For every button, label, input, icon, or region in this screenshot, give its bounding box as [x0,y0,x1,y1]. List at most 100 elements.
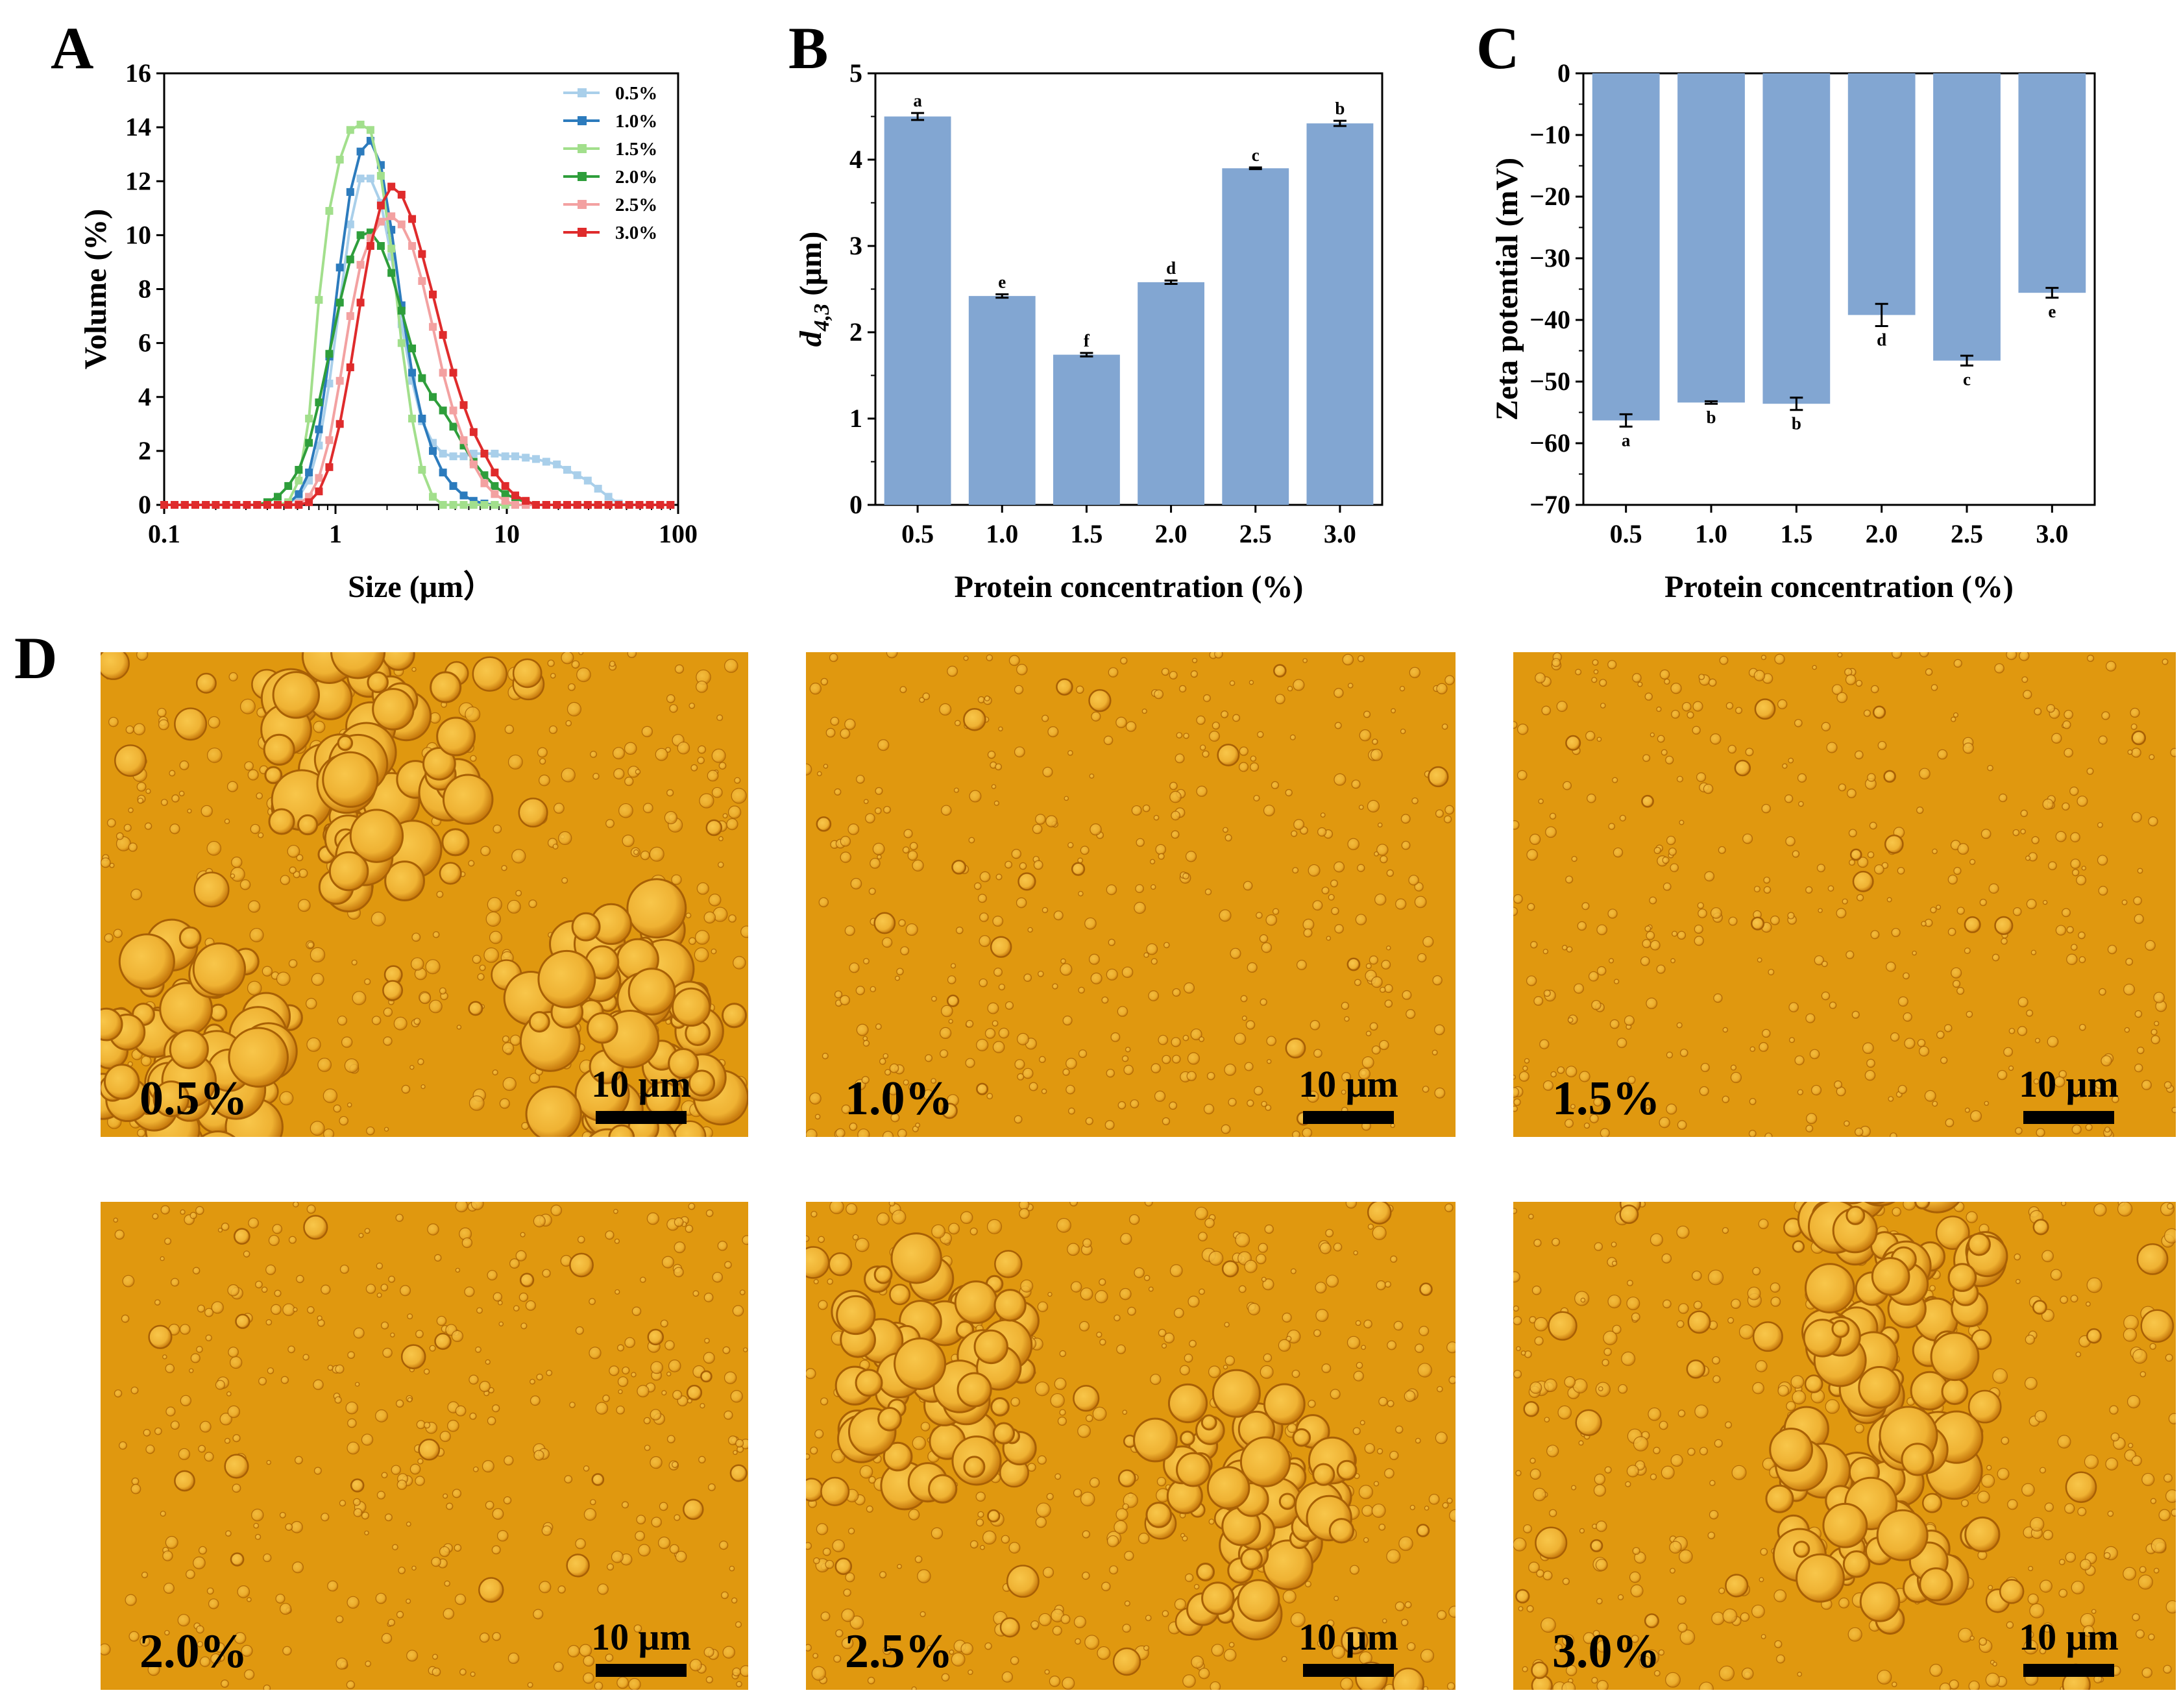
droplet [2138,1574,2153,1590]
droplet [1281,1655,1287,1663]
droplet [1570,1104,1576,1110]
droplet [1355,1320,1361,1326]
series-line-3-0pct [164,184,671,506]
droplet [1130,1099,1139,1108]
droplet [1266,1036,1276,1046]
droplet [2043,1530,2054,1541]
droplet [2139,1566,2147,1574]
legend-marker [578,116,587,125]
droplet [382,980,404,1001]
droplet [1124,1550,1134,1561]
data-point [542,458,550,466]
droplet [2039,1467,2047,1474]
droplet [114,1229,125,1240]
droplet [1768,969,1775,976]
droplet [170,1421,180,1430]
droplet [1067,1243,1080,1256]
droplet [2078,931,2086,940]
droplet [1060,963,1073,976]
droplet [247,769,259,781]
droplet [718,861,724,868]
droplet [162,1354,167,1360]
data-point [397,220,406,228]
scale-bar-label: 10 μm [591,1616,691,1658]
droplet [101,857,111,868]
droplet [169,824,180,835]
droplet [1634,1551,1646,1564]
data-point [583,501,592,509]
droplet [493,1292,502,1302]
droplet [700,1403,705,1409]
droplet [225,1530,232,1537]
significance-letter: b [1792,414,1801,433]
significance-letter: d [1877,330,1886,350]
data-point [459,501,468,509]
droplet [1523,1524,1532,1533]
droplet [1659,1421,1668,1430]
droplet [239,879,251,890]
droplet [2023,1639,2039,1655]
droplet [569,1252,594,1278]
micrograph-3-0pct: 3.0% 10 μm [1513,1202,2176,1690]
droplet [388,1275,395,1283]
droplet [2040,1580,2053,1593]
data-point [511,501,519,509]
droplet [485,1500,494,1510]
droplet [498,1321,504,1326]
micrograph-background [1513,652,2176,1137]
droplet [1101,1581,1111,1591]
droplet [227,1284,239,1297]
droplet [297,899,311,912]
droplet [1608,823,1616,830]
droplet [2021,1483,2035,1497]
droplet [351,959,358,966]
droplet [1358,655,1365,663]
scale-bar [596,1111,687,1124]
droplet [1792,850,1800,858]
droplet [1676,775,1683,783]
droplet [844,718,856,730]
droplet [1302,658,1308,663]
droplet [411,666,417,672]
droplet [337,1016,348,1026]
droplet [554,803,565,814]
droplet [128,1631,140,1642]
droplet [613,768,625,780]
droplet [1611,1260,1618,1267]
droplet [1594,1242,1603,1251]
legend-marker [578,88,587,97]
droplet [708,894,722,907]
droplet [909,842,918,851]
droplet [624,742,637,755]
droplet [1293,679,1305,691]
droplet [1408,875,1419,886]
droplet [1694,1404,1709,1419]
droplet [1292,867,1299,874]
droplet [1363,711,1371,718]
droplet [1080,846,1090,855]
panel-label-b: B [788,15,828,81]
droplet [866,1506,873,1513]
droplet [995,763,1002,771]
droplet [1070,1281,1082,1293]
droplet [518,1292,528,1302]
droplet [1436,683,1448,694]
droplet [1363,1537,1369,1543]
droplet [1047,1291,1053,1297]
droplet [969,1227,978,1236]
droplet [1182,1034,1189,1042]
droplet [2086,1301,2091,1307]
droplet [1034,1381,1050,1397]
droplet [2128,1443,2134,1448]
droplet [1006,1565,1040,1598]
droplet [1064,796,1069,801]
droplet [1769,1427,1814,1472]
droplet [417,1458,424,1465]
data-point [305,415,313,422]
droplet [1119,1287,1132,1300]
droplet [262,966,273,977]
significance-letter: e [998,272,1006,291]
droplet [1591,677,1598,683]
droplet [1777,1385,1789,1397]
